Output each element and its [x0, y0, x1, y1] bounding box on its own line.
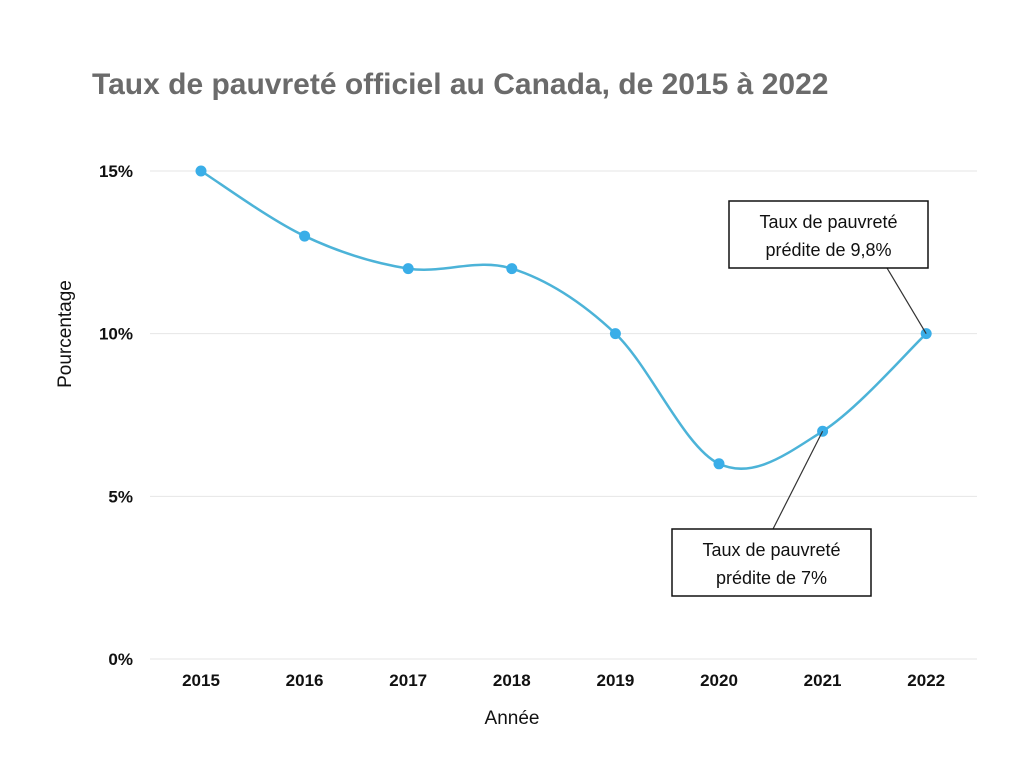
data-point	[506, 263, 518, 275]
x-tick-label: 2018	[493, 671, 531, 690]
callout-box	[728, 200, 929, 269]
callout-leader-line	[886, 267, 927, 334]
series-line	[200, 169, 928, 470]
data-point	[195, 165, 207, 177]
x-tick-label: 2016	[286, 671, 324, 690]
callout: Taux de pauvreté prédite de 9,8%	[728, 200, 929, 334]
data-point	[299, 230, 311, 242]
data-point	[402, 263, 414, 275]
series-layer	[195, 165, 932, 470]
callout-text: prédite de 9,8%	[765, 240, 891, 260]
callout-box	[671, 528, 872, 597]
callout-text: prédite de 7%	[716, 568, 827, 588]
x-tick-label: 2022	[907, 671, 945, 690]
gridlines	[150, 170, 977, 660]
y-tick-label: 0%	[108, 650, 133, 669]
data-point	[609, 328, 621, 340]
chart-title: Taux de pauvreté officiel au Canada, de …	[92, 68, 828, 101]
y-tick-label: 15%	[99, 162, 133, 181]
data-point	[713, 458, 725, 470]
x-tick-label: 2021	[804, 671, 842, 690]
callout-text: Taux de pauvreté	[759, 212, 897, 232]
y-axis-ticks: 0% 5% 10% 15%	[99, 162, 133, 669]
x-tick-label: 2019	[596, 671, 634, 690]
y-tick-label: 10%	[99, 325, 133, 344]
callout-text: Taux de pauvreté	[702, 540, 840, 560]
callout: Taux de pauvreté prédite de 7%	[671, 430, 872, 597]
callout-leader-line	[772, 430, 824, 530]
x-axis-label: Année	[485, 708, 540, 729]
y-axis-label: Pourcentage	[55, 280, 76, 388]
x-axis-ticks: 2015 2016 2017 2018 2019 2020 2021 2022	[182, 671, 945, 690]
y-tick-label: 5%	[108, 487, 133, 506]
x-tick-label: 2020	[700, 671, 738, 690]
x-tick-label: 2015	[182, 671, 220, 690]
x-tick-label: 2017	[389, 671, 427, 690]
